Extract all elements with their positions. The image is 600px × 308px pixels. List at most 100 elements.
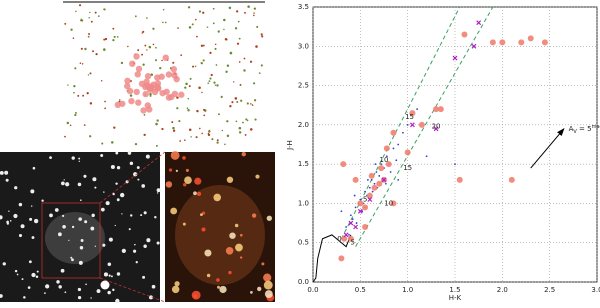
field-star bbox=[198, 10, 202, 13]
gray-star bbox=[96, 289, 101, 294]
gray-star bbox=[136, 166, 140, 169]
field-star bbox=[234, 97, 238, 100]
field-star bbox=[201, 132, 203, 135]
gray-star bbox=[14, 269, 18, 273]
color-star bbox=[234, 223, 239, 228]
point bbox=[397, 143, 400, 146]
gray-star bbox=[68, 239, 70, 241]
y-tick-label: 3.0 bbox=[298, 42, 309, 50]
color-star bbox=[171, 285, 180, 294]
field-star bbox=[202, 59, 205, 62]
y-tick-label: 2.0 bbox=[298, 121, 309, 129]
gray-star bbox=[62, 224, 66, 229]
color-star bbox=[251, 213, 257, 218]
color-star bbox=[201, 227, 206, 232]
point bbox=[355, 222, 358, 224]
nebula-glow bbox=[45, 212, 105, 264]
color-star bbox=[217, 285, 220, 289]
field-star bbox=[212, 7, 215, 10]
color-star bbox=[266, 215, 273, 221]
gray-star bbox=[32, 166, 36, 170]
field-star bbox=[112, 27, 115, 30]
field-star bbox=[67, 84, 69, 86]
field-star bbox=[177, 27, 179, 29]
gray-star bbox=[70, 256, 73, 259]
gray-star bbox=[62, 214, 65, 217]
point bbox=[476, 20, 482, 26]
point bbox=[349, 214, 352, 217]
field-star bbox=[260, 33, 263, 36]
field-source bbox=[144, 102, 151, 109]
field-star bbox=[255, 45, 258, 48]
field-star bbox=[64, 22, 67, 25]
field-star bbox=[144, 44, 147, 47]
point bbox=[508, 176, 515, 183]
gray-star bbox=[135, 261, 138, 264]
field-star bbox=[172, 129, 176, 132]
field-star bbox=[196, 109, 199, 113]
field-star bbox=[95, 53, 98, 56]
gray-star bbox=[90, 297, 92, 299]
gray-star bbox=[56, 280, 60, 284]
point bbox=[380, 163, 383, 166]
field-star bbox=[226, 64, 230, 67]
vector-label-part: = 5 bbox=[577, 125, 592, 133]
point bbox=[390, 200, 397, 207]
field-source bbox=[128, 97, 135, 105]
field-star bbox=[256, 25, 259, 28]
field-star bbox=[89, 102, 93, 105]
point bbox=[348, 233, 350, 236]
point bbox=[402, 131, 404, 134]
field-star bbox=[240, 99, 243, 102]
field-star bbox=[249, 103, 252, 105]
field-star bbox=[236, 100, 239, 103]
color-star bbox=[264, 290, 273, 299]
gray-star bbox=[110, 164, 115, 170]
field-star bbox=[141, 53, 144, 56]
color-star bbox=[182, 156, 186, 160]
field-star bbox=[141, 32, 143, 34]
field-star bbox=[80, 47, 83, 50]
field-star bbox=[235, 120, 238, 123]
field-star bbox=[244, 133, 247, 136]
annotation: 15 bbox=[403, 164, 412, 172]
point bbox=[371, 190, 374, 193]
field-star bbox=[224, 38, 228, 41]
field-star bbox=[261, 35, 264, 38]
field-star bbox=[260, 64, 263, 67]
gray-star bbox=[29, 217, 33, 221]
point bbox=[375, 171, 378, 173]
field-star bbox=[209, 51, 212, 55]
field-source bbox=[135, 99, 142, 106]
point bbox=[385, 161, 392, 168]
point bbox=[341, 235, 348, 242]
x-tick-label: 3.0 bbox=[591, 286, 600, 294]
field-star bbox=[81, 63, 84, 65]
field-star bbox=[143, 113, 146, 116]
gray-star bbox=[105, 201, 110, 206]
gray-star bbox=[63, 179, 65, 181]
field-star bbox=[226, 120, 229, 123]
field-source bbox=[144, 73, 152, 80]
gray-star bbox=[92, 177, 97, 182]
field-star bbox=[215, 64, 218, 66]
vector-label-part: A bbox=[569, 125, 574, 133]
annotation: 10 bbox=[380, 156, 389, 164]
field-star bbox=[89, 11, 91, 14]
point bbox=[433, 126, 439, 132]
point bbox=[357, 208, 363, 214]
color-star bbox=[170, 150, 180, 160]
field-star bbox=[79, 62, 82, 64]
annotation: 5 bbox=[351, 239, 355, 247]
field-star bbox=[234, 27, 238, 30]
point bbox=[374, 163, 377, 166]
x-tick-label: 2.5 bbox=[544, 286, 555, 294]
gray-star bbox=[60, 268, 65, 273]
gray-star bbox=[44, 292, 46, 295]
y-tick-label: 0.0 bbox=[298, 278, 309, 286]
point bbox=[392, 147, 395, 150]
gray-star bbox=[154, 215, 157, 219]
gray-star bbox=[94, 186, 97, 189]
field-star bbox=[238, 37, 241, 40]
